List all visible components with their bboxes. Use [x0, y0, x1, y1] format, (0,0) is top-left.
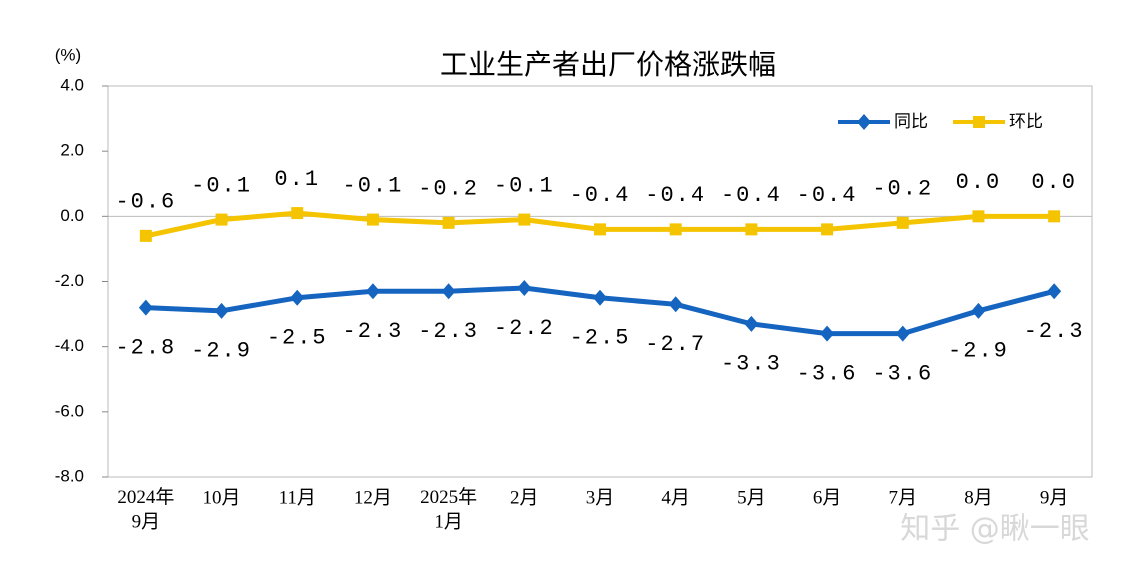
point: [139, 229, 152, 242]
point: [973, 116, 985, 128]
point: [290, 289, 305, 306]
value-label: -0.1: [494, 173, 555, 198]
x-tick-label: 2月: [510, 487, 539, 508]
x-tick-label: 8月: [964, 487, 993, 508]
x-tick-label: 4月: [661, 487, 690, 508]
value-label: -2.7: [645, 332, 706, 357]
y-tick-label: -4.0: [55, 336, 84, 355]
value-label: -2.3: [418, 319, 479, 344]
value-label: -0.4: [570, 183, 631, 208]
point: [138, 299, 153, 316]
point: [214, 302, 229, 319]
point: [215, 213, 228, 226]
point: [1048, 210, 1061, 223]
point: [895, 325, 910, 342]
value-label: -2.9: [948, 339, 1009, 364]
y-tick-label: -2.0: [55, 271, 84, 290]
value-label: -3.3: [721, 352, 782, 377]
value-label: -3.6: [797, 361, 858, 386]
point: [745, 223, 758, 236]
point: [744, 315, 759, 332]
x-tick-label: 3月: [586, 487, 615, 508]
x-tick-label: 9月: [1040, 487, 1069, 508]
x-tick-label: 12月: [354, 487, 392, 508]
point: [365, 283, 380, 300]
point: [668, 296, 683, 313]
y-tick-label: -6.0: [55, 401, 84, 420]
point: [366, 213, 379, 226]
value-label: 0.0: [956, 170, 1002, 195]
point: [820, 325, 835, 342]
y-tick-label: 2.0: [60, 141, 84, 160]
legend-label: 环比: [1009, 112, 1043, 132]
point: [291, 207, 304, 220]
point: [442, 216, 455, 229]
x-tick-label: 11月: [279, 487, 316, 508]
point: [518, 213, 531, 226]
value-label: -0.4: [721, 183, 782, 208]
point: [971, 302, 986, 319]
value-label: -0.2: [418, 177, 479, 202]
y-axis-label: (%): [55, 45, 81, 64]
y-tick-label: -8.0: [55, 466, 84, 485]
chart-title: 工业生产者出厂价格涨跌幅: [440, 48, 776, 81]
x-tick-label: 2025年 1月: [420, 486, 477, 533]
x-tick-label: 10月: [203, 487, 241, 508]
value-label: -0.6: [115, 190, 176, 215]
x-tick-label: 2024年 9月: [117, 486, 174, 533]
value-label: -0.1: [191, 173, 252, 198]
point: [857, 114, 871, 130]
point: [593, 289, 607, 306]
watermark: 知乎 @瞅一眼: [900, 512, 1090, 547]
legend-label: 同比: [894, 112, 928, 132]
value-label: 0.1: [274, 167, 320, 192]
value-label: -2.3: [1024, 319, 1085, 344]
x-tick-label: 7月: [889, 487, 918, 508]
value-label: -2.3: [343, 319, 404, 344]
y-tick-label: 0.0: [60, 206, 84, 225]
x-tick-label: 5月: [737, 487, 766, 508]
value-label: -0.4: [645, 183, 706, 208]
point: [1047, 283, 1062, 300]
value-label: -2.5: [267, 326, 328, 351]
y-tick-label: 4.0: [60, 75, 84, 94]
plot-frame: [107, 85, 1093, 478]
point: [972, 210, 985, 223]
x-tick-label: 6月: [813, 487, 842, 508]
value-label: -2.5: [570, 326, 631, 351]
point: [821, 223, 834, 236]
point: [517, 280, 532, 297]
value-label: -3.6: [872, 361, 933, 386]
point: [594, 223, 606, 236]
point: [896, 216, 909, 229]
value-label: -2.8: [115, 335, 176, 360]
point: [669, 223, 682, 236]
value-label: 0.0: [1031, 170, 1077, 195]
point: [441, 283, 456, 300]
value-label: -2.9: [191, 339, 252, 364]
value-label: -0.2: [872, 177, 933, 202]
value-label: -0.4: [797, 183, 858, 208]
value-label: -0.1: [343, 173, 404, 198]
value-label: -2.2: [494, 316, 555, 341]
